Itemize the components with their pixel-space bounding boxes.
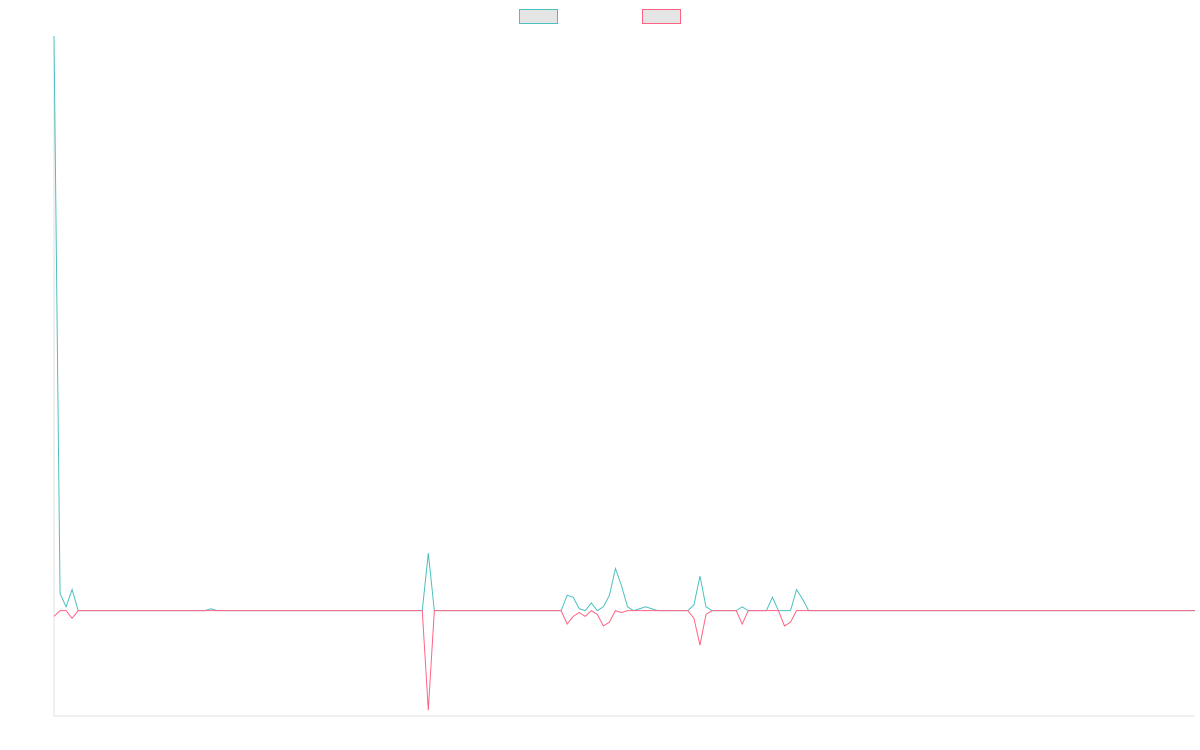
legend (0, 9, 1200, 27)
series-line-1[interactable] (53, 35, 1195, 612)
legend-swatch-2[interactable] (642, 9, 681, 24)
series-line-2[interactable] (53, 610, 1195, 711)
legend-swatch-1[interactable] (519, 9, 558, 24)
